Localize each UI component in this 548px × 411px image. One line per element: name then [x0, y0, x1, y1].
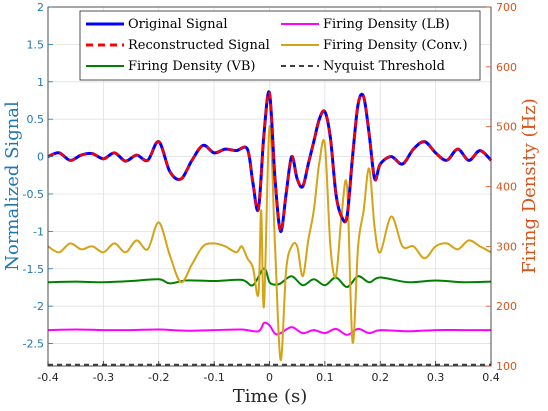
right-axis-ticks: 700 600 500 400 300 200 100	[486, 1, 517, 373]
right-tick-label: 300	[496, 240, 517, 253]
x-tick-label: -0.1	[203, 371, 224, 384]
left-tick-label: 2	[37, 1, 44, 14]
right-tick-label: 400	[496, 181, 517, 194]
legend-box	[79, 10, 481, 81]
legend-label-lb: Firing Density (LB)	[323, 17, 450, 32]
x-tick-label: 0.2	[372, 371, 390, 384]
right-tick-label: 200	[496, 300, 517, 313]
x-tick-label: 0	[266, 371, 273, 384]
right-tick-label: 600	[496, 61, 517, 74]
legend-label-vb: Firing Density (VB)	[128, 59, 255, 74]
left-tick-label: -1.5	[23, 263, 44, 276]
right-axis-label: Firing Density (Hz)	[519, 98, 540, 273]
left-tick-label: -1	[33, 225, 44, 238]
left-tick-label: 0.5	[27, 113, 45, 126]
legend-label-reconstructed: Reconstructed Signal	[128, 38, 270, 53]
x-tick-label: 0.1	[316, 371, 334, 384]
right-tick-label: 500	[496, 121, 517, 134]
x-tick-label: -0.4	[37, 371, 58, 384]
x-tick-label: -0.2	[148, 371, 169, 384]
legend: Original Signal Reconstructed Signal Fir…	[79, 10, 481, 81]
x-tick-label: -0.3	[93, 371, 114, 384]
left-tick-label: -2.5	[23, 338, 44, 351]
left-tick-label: -0.5	[23, 188, 44, 201]
x-tick-label: 0.4	[482, 371, 500, 384]
left-tick-label: 1.5	[27, 38, 45, 51]
left-axis-label: Normalized Signal	[2, 101, 23, 271]
left-axis-ticks: 2 1.5 1 0.5 0 -0.5 -1 -1.5 -2 -2.5	[23, 1, 53, 351]
series-firing-density-conv	[47, 125, 492, 362]
legend-label-conv: Firing Density (Conv.)	[323, 38, 468, 53]
x-tick-label: 0.3	[427, 371, 445, 384]
x-axis-label: Time (s)	[233, 386, 308, 407]
left-tick-label: 0	[37, 151, 44, 164]
x-axis-ticks: -0.4 -0.3 -0.2 -0.1 0 0.1 0.2 0.3 0.4	[37, 361, 500, 384]
left-tick-label: -2	[33, 300, 44, 313]
right-tick-label: 700	[496, 1, 517, 14]
left-tick-label: 1	[37, 76, 44, 89]
series-reconstructed-signal	[47, 90, 492, 233]
legend-label-nyquist: Nyquist Threshold	[323, 59, 445, 74]
series-layer	[47, 90, 493, 366]
series-firing-density-lb	[47, 321, 491, 336]
right-tick-label: 100	[496, 360, 517, 373]
legend-label-original: Original Signal	[128, 17, 228, 32]
series-firing-density-vb	[47, 267, 492, 289]
